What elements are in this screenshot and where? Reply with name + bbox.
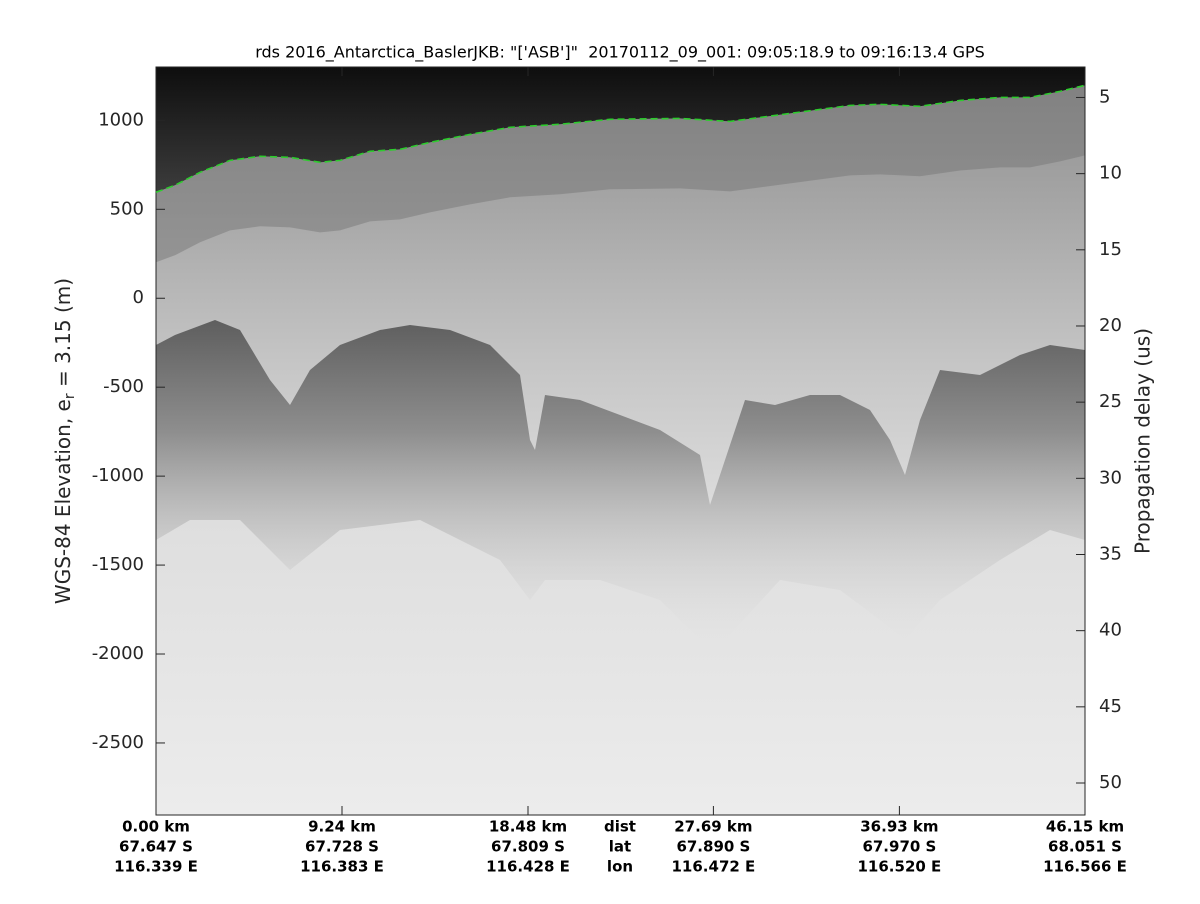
near-surface-shade xyxy=(156,85,1085,263)
echogram xyxy=(156,67,1085,815)
x-tick-label: 27.69 km xyxy=(674,818,752,836)
x-row-label: lat xyxy=(609,838,631,856)
x-lon-label: 116.566 E xyxy=(1043,858,1127,876)
x-lat-label: 67.809 S xyxy=(491,838,565,856)
y-axis-label: WGS-84 Elevation, er = 3.15 (m) xyxy=(51,278,79,604)
y-tick-label: 0 xyxy=(133,287,144,308)
y2-tick-label: 45 xyxy=(1099,696,1122,717)
surface-line xyxy=(155,84,1086,193)
x-lat-label: 67.890 S xyxy=(676,838,750,856)
y-tick-label: -500 xyxy=(103,376,144,397)
x-row-label: lon xyxy=(607,858,633,876)
x-tick-label: 46.15 km xyxy=(1046,818,1124,836)
x-tick-label: 9.24 km xyxy=(308,818,376,836)
x-tick-label: 18.48 km xyxy=(489,818,567,836)
x-lon-label: 116.339 E xyxy=(114,858,198,876)
y2-tick-label: 35 xyxy=(1099,543,1122,564)
x-row-label: dist xyxy=(604,818,636,836)
y2-tick-label: 30 xyxy=(1099,467,1122,488)
x-tick-label: 0.00 km xyxy=(122,818,190,836)
y-tick-label: 500 xyxy=(110,198,144,219)
y-tick-label: -2000 xyxy=(92,643,144,664)
surface-clutter xyxy=(156,67,1085,263)
y-tick-label: -2500 xyxy=(92,732,144,753)
y2-tick-label: 10 xyxy=(1099,163,1122,184)
y2-tick-label: 20 xyxy=(1099,315,1122,336)
x-tick-label: 36.93 km xyxy=(860,818,938,836)
y-axis-label-part: WGS-84 Elevation, e xyxy=(51,399,75,604)
y-axis-label-part: = 3.15 (m) xyxy=(51,278,75,393)
x-lon-label: 116.383 E xyxy=(300,858,384,876)
y-axis-label-subscript: r xyxy=(62,393,78,399)
y-tick-label: 1000 xyxy=(98,109,144,130)
y2-tick-label: 40 xyxy=(1099,620,1122,641)
x-lon-label: 116.520 E xyxy=(858,858,942,876)
clutter-fill xyxy=(156,67,1085,193)
y2-tick-label: 15 xyxy=(1099,239,1122,260)
plot-frame xyxy=(155,66,1086,816)
x-lat-label: 68.051 S xyxy=(1048,838,1122,856)
y-tick-label: -1000 xyxy=(92,465,144,486)
y2-axis-label: Propagation delay (us) xyxy=(1131,328,1155,554)
x-lat-label: 67.728 S xyxy=(305,838,379,856)
bed-echo xyxy=(156,320,1085,640)
y-tick-label: -1500 xyxy=(92,554,144,575)
y2-tick-label: 25 xyxy=(1099,391,1122,412)
x-lon-label: 116.428 E xyxy=(486,858,570,876)
x-lat-label: 67.647 S xyxy=(119,838,193,856)
x-lat-label: 67.970 S xyxy=(862,838,936,856)
y2-tick-label: 5 xyxy=(1099,86,1110,107)
y2-tick-label: 50 xyxy=(1099,772,1122,793)
x-lon-label: 116.472 E xyxy=(672,858,756,876)
chart-title: rds 2016_Antarctica_BaslerJKB: "['ASB']"… xyxy=(255,43,985,63)
